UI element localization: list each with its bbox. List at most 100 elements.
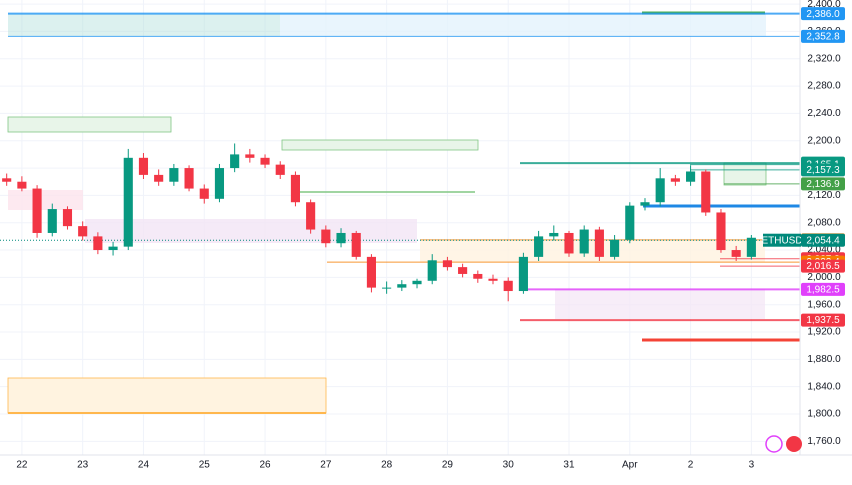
candle-body — [503, 280, 513, 292]
candle-body — [230, 154, 240, 169]
zone — [281, 139, 479, 151]
x-tick-label: 26 — [259, 460, 271, 471]
candle-body — [701, 171, 711, 213]
y-tick-label: 2,280.0 — [807, 81, 841, 92]
x-tick-label: 29 — [442, 460, 454, 471]
x-tick-label: 24 — [138, 460, 150, 471]
candle-body — [427, 260, 437, 281]
candle-body — [731, 250, 741, 257]
price-tag-label: 2,157.3 — [806, 165, 840, 176]
x-tick-label: Apr — [622, 460, 638, 471]
x-tick-label: 23 — [77, 460, 89, 471]
y-tick-label: 1,960.0 — [807, 299, 841, 310]
y-tick-label: 2,080.0 — [807, 217, 841, 228]
zones — [7, 11, 800, 414]
x-tick-label: 2 — [688, 460, 694, 471]
price-tag — [801, 163, 845, 177]
candle-body — [564, 232, 574, 254]
y-tick-label: 2,000.0 — [807, 272, 841, 283]
y-tick-label: 2,120.0 — [807, 190, 841, 201]
last-price-tag-label: 2,054.4 — [806, 235, 840, 246]
candle-body — [321, 229, 331, 244]
candle-body — [625, 205, 635, 240]
candle-body — [670, 178, 680, 182]
price-tag-label: 1,982.5 — [806, 284, 840, 295]
candle-body — [2, 178, 12, 182]
y-tick-label: 2,320.0 — [807, 53, 841, 64]
candle-body — [473, 273, 483, 279]
price-tag — [801, 313, 845, 327]
zone — [8, 190, 83, 210]
x-tick-label: 25 — [199, 460, 211, 471]
candle-body — [746, 237, 756, 257]
candle-body — [351, 232, 361, 257]
zone — [8, 14, 280, 36]
y-tick-label: 1,920.0 — [807, 327, 841, 338]
y-tick-label: 2,040.0 — [807, 245, 841, 256]
levels — [0, 12, 800, 322]
candle-body — [488, 278, 498, 281]
candle-body — [275, 164, 285, 175]
y-tick-label: 2,400.0 — [807, 0, 841, 10]
candle-body — [108, 246, 118, 251]
candle-body — [306, 202, 316, 230]
y-tick-label: 2,240.0 — [807, 108, 841, 119]
y-tick-label: 1,840.0 — [807, 381, 841, 392]
candle-body — [594, 229, 604, 257]
candle-body — [154, 174, 164, 182]
price-tag-label: 1,937.5 — [806, 315, 840, 326]
candle-body — [184, 168, 194, 189]
y-tick-label: 1,880.0 — [807, 354, 841, 365]
x-tick-label: 3 — [749, 460, 755, 471]
price-tag-label: 2,136.9 — [806, 179, 840, 190]
zone — [85, 219, 417, 243]
candle-body — [138, 157, 149, 175]
candle-body — [47, 209, 57, 233]
symbol-tag — [763, 233, 801, 247]
zone — [7, 377, 327, 414]
y-tick-label: 1,800.0 — [807, 409, 841, 420]
candles — [2, 143, 756, 302]
candle-body — [336, 232, 346, 244]
candle-body — [412, 280, 422, 285]
candle-body — [93, 236, 103, 251]
candle-body — [245, 154, 255, 158]
candle-body — [686, 171, 696, 182]
candle-body — [458, 267, 468, 274]
x-tick-label: 27 — [320, 460, 332, 471]
price-tag — [801, 7, 845, 21]
price-tag-label: 2,352.8 — [806, 31, 840, 42]
x-tick-label: 31 — [563, 460, 575, 471]
candle-body — [32, 188, 42, 233]
candle-body — [579, 229, 589, 254]
candle-body — [655, 178, 665, 203]
zone — [555, 289, 765, 319]
price-tag — [801, 259, 845, 273]
x-tick-label: 28 — [381, 460, 393, 471]
candle-body — [716, 212, 726, 251]
candle-body — [169, 168, 179, 182]
candle-body — [382, 287, 392, 289]
x-tick-label: 30 — [503, 460, 515, 471]
candle-body — [78, 226, 88, 237]
axes: 2,400.02,360.02,320.02,280.02,240.02,200… — [16, 0, 845, 471]
candle-body — [260, 157, 270, 165]
price-tag — [801, 177, 845, 191]
candle-body — [610, 239, 620, 257]
y-tick-label: 1,760.0 — [807, 436, 841, 447]
candle-body — [199, 188, 209, 199]
candle-body — [442, 260, 452, 268]
price-tag-label: 2,386.0 — [806, 9, 840, 20]
symbol-label: ETHUSD — [761, 235, 802, 246]
zone — [420, 240, 765, 262]
x-tick-label: 22 — [16, 460, 28, 471]
candle-body — [62, 209, 73, 227]
zone — [7, 116, 172, 133]
icon[interactable] — [765, 435, 783, 453]
icon[interactable] — [786, 436, 802, 452]
last-price-tag — [801, 233, 845, 247]
price-tag — [801, 282, 845, 296]
price-tag — [801, 29, 845, 43]
candle-body — [17, 181, 27, 189]
